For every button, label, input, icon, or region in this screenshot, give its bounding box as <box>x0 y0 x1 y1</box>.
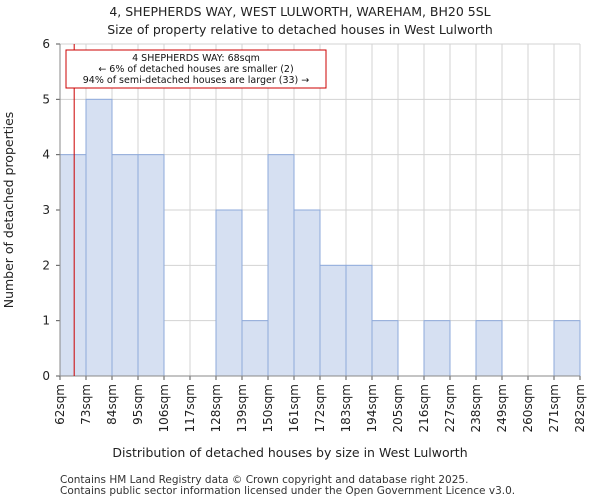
annotation-line-2: ← 6% of detached houses are smaller (2) <box>98 64 293 75</box>
bar-216sqm <box>423 320 451 377</box>
bar-84sqm <box>111 154 139 377</box>
x-tick-label: 249sqm <box>495 384 509 432</box>
y-tick-label: 4 <box>42 148 50 162</box>
x-tick-label: 84sqm <box>105 384 119 425</box>
bar-73sqm <box>85 98 113 377</box>
x-tick-label: 150sqm <box>261 384 275 432</box>
bar-128sqm <box>215 209 243 377</box>
x-tick-label: 227sqm <box>443 384 457 432</box>
x-tick-label: 128sqm <box>209 384 223 432</box>
bars <box>59 98 581 377</box>
annotation-box: 4 SHEPHERDS WAY: 68sqm ← 6% of detached … <box>65 49 327 89</box>
x-tick-label: 238sqm <box>469 384 483 432</box>
y-tick-label: 2 <box>42 258 50 272</box>
y-tick-label: 0 <box>42 369 50 383</box>
footer-line-1: Contains HM Land Registry data © Crown c… <box>60 474 468 486</box>
x-tick-label: 117sqm <box>183 384 197 432</box>
x-tick-label: 216sqm <box>417 384 431 432</box>
bar-62sqm <box>59 154 87 377</box>
chart-title: 4, SHEPHERDS WAY, WEST LULWORTH, WAREHAM… <box>109 4 490 19</box>
x-tick-label: 95sqm <box>131 384 145 425</box>
y-axis-ticks: 0 1 2 3 4 5 6 <box>42 37 60 383</box>
x-tick-label: 271sqm <box>547 384 561 432</box>
bar-139sqm <box>241 320 269 377</box>
annotation-line-1: 4 SHEPHERDS WAY: 68sqm <box>132 53 260 64</box>
x-axis-label: Distribution of detached houses by size … <box>112 445 467 460</box>
bar-194sqm <box>371 320 399 377</box>
y-axis-label: Number of detached properties <box>1 112 16 309</box>
chart-subtitle: Size of property relative to detached ho… <box>107 22 493 37</box>
y-tick-label: 3 <box>42 203 50 217</box>
x-tick-label: 62sqm <box>53 384 67 425</box>
footer-line-2: Contains public sector information licen… <box>60 485 515 497</box>
x-axis-ticks: 62sqm 73sqm 84sqm 95sqm 106sqm 117sqm 128sqm 13… <box>53 376 587 432</box>
y-tick-label: 6 <box>42 37 50 51</box>
x-tick-label: 183sqm <box>339 384 353 432</box>
x-tick-label: 260sqm <box>521 384 535 432</box>
bar-161sqm <box>293 209 321 377</box>
x-tick-label: 194sqm <box>365 384 379 432</box>
x-tick-label: 172sqm <box>313 384 327 432</box>
bar-95sqm <box>137 154 165 377</box>
bar-172sqm <box>319 264 347 377</box>
x-tick-label: 73sqm <box>79 384 93 425</box>
y-tick-label: 1 <box>42 314 50 328</box>
bar-238sqm <box>475 320 503 377</box>
x-tick-label: 139sqm <box>235 384 249 432</box>
bar-150sqm <box>267 154 295 377</box>
bar-183sqm <box>345 264 373 377</box>
bar-271sqm <box>553 320 581 377</box>
annotation-line-3: 94% of semi-detached houses are larger (… <box>83 75 310 86</box>
x-tick-label: 106sqm <box>157 384 171 432</box>
x-tick-label: 205sqm <box>391 384 405 432</box>
x-tick-label: 282sqm <box>573 384 587 432</box>
y-tick-label: 5 <box>42 92 50 106</box>
x-tick-label: 161sqm <box>287 384 301 432</box>
